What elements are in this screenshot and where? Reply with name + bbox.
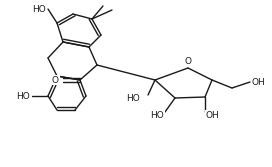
- Text: OH: OH: [252, 77, 266, 87]
- Text: OH: OH: [206, 111, 220, 120]
- Text: HO: HO: [150, 111, 164, 120]
- Text: HO: HO: [32, 5, 46, 14]
- Text: HO: HO: [16, 92, 30, 101]
- Text: O: O: [52, 75, 59, 85]
- Text: HO: HO: [126, 94, 140, 103]
- Text: O: O: [184, 57, 191, 66]
